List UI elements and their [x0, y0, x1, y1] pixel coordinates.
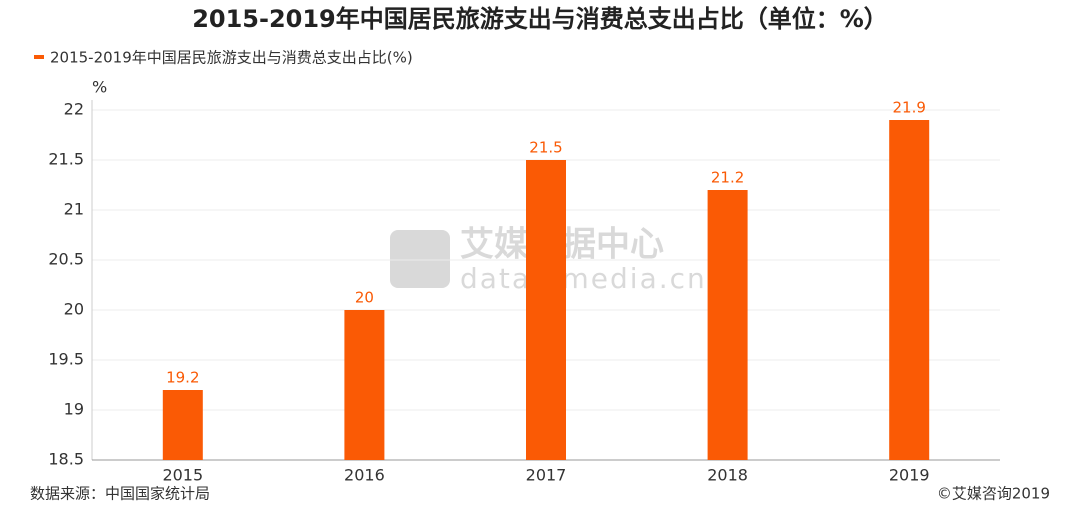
data-label: 21.2 — [711, 169, 744, 187]
bar — [707, 190, 748, 460]
legend-label: 2015-2019年中国居民旅游支出与消费总支出占比(%) — [50, 49, 413, 67]
y-tick-label: 20.5 — [48, 250, 84, 269]
y-tick-label: 20 — [64, 300, 84, 319]
bar — [889, 120, 930, 460]
bar — [344, 310, 385, 460]
x-tick-label: 2018 — [707, 466, 748, 485]
x-tick-label: 2015 — [162, 466, 203, 485]
y-tick-label: 21 — [64, 200, 84, 219]
data-label: 19.2 — [166, 369, 199, 387]
x-tick-label: 2016 — [344, 466, 385, 485]
source: 数据来源：中国国家统计局 — [30, 485, 210, 503]
watermark-logo — [390, 230, 450, 288]
y-tick-label: 19.5 — [48, 350, 84, 369]
data-label: 21.9 — [892, 99, 925, 117]
data-label: 21.5 — [529, 139, 562, 157]
bar — [526, 160, 566, 460]
watermark-url: data.iimedia.cn — [460, 262, 707, 295]
y-tick-label: 19 — [64, 400, 84, 419]
y-tick-label: 22 — [64, 100, 84, 119]
chart-title: 2015-2019年中国居民旅游支出与消费总支出占比（单位：%） — [192, 5, 888, 33]
x-tick-label: 2019 — [889, 466, 930, 485]
y-tick-label: 18.5 — [48, 450, 84, 469]
data-label: 20 — [355, 289, 374, 307]
copyright: ©艾媒咨询2019 — [937, 485, 1050, 503]
x-tick-label: 2017 — [526, 466, 567, 485]
y-tick-label: 21.5 — [48, 150, 84, 169]
y-unit: % — [92, 78, 107, 97]
legend-swatch — [34, 55, 44, 59]
bar — [162, 390, 203, 460]
